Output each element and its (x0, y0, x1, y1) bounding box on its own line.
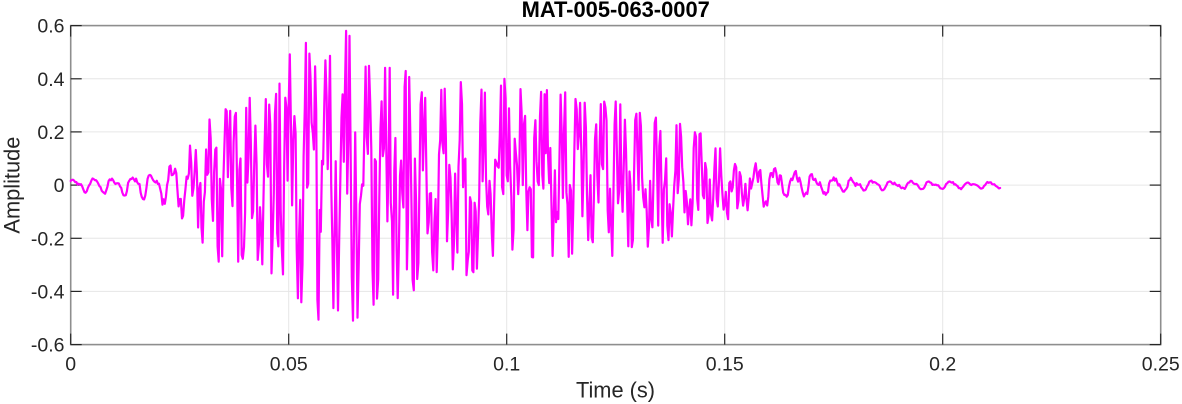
svg-text:0.4: 0.4 (37, 69, 64, 91)
svg-text:MAT-005-063-0007: MAT-005-063-0007 (522, 0, 710, 22)
svg-text:-0.2: -0.2 (31, 228, 65, 250)
svg-text:0.2: 0.2 (37, 122, 64, 144)
svg-text:0: 0 (65, 354, 76, 376)
svg-text:0.25: 0.25 (1142, 354, 1180, 376)
svg-text:-0.6: -0.6 (31, 335, 65, 357)
svg-text:0.15: 0.15 (706, 354, 744, 376)
svg-text:0.1: 0.1 (493, 354, 520, 376)
svg-text:-0.4: -0.4 (31, 281, 65, 303)
svg-text:0: 0 (54, 175, 65, 197)
svg-text:Time (s): Time (s) (576, 378, 655, 403)
svg-text:0.2: 0.2 (929, 354, 956, 376)
svg-text:Amplitude: Amplitude (0, 137, 25, 234)
svg-text:0.6: 0.6 (37, 16, 64, 38)
svg-text:0.05: 0.05 (270, 354, 308, 376)
